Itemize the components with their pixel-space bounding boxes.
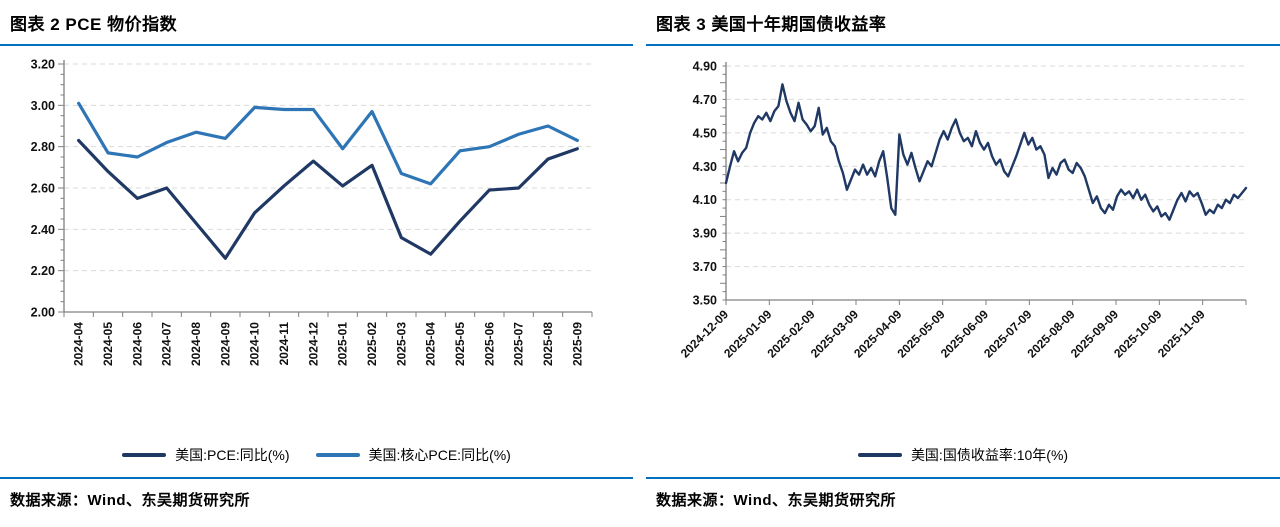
pce-line-chart: 3.20 3.00 2.80 2.60 2.40 2.20 2.00 2024-04 2024-… [31, 58, 593, 366]
x-axis-label: 2025-01 [336, 322, 350, 366]
legend-line-swatch [315, 453, 360, 457]
y-axis-label: 2.40 [31, 223, 55, 237]
legend-label: 美国:PCE:同比(%) [175, 447, 290, 463]
pce-source-text: 数据来源：Wind、东吴期货研究所 [10, 492, 251, 509]
pce-chart-panel: 图表 2 PCE 物价指数 3.20 3.00 2.80 2.60 2.40 2.20 2.… [0, 0, 633, 527]
legend-label: 美国:国债收益率:10年(%) [910, 447, 1069, 463]
treasury-chart-legend: 美国:国债收益率:10年(%) [646, 445, 1280, 465]
y-axis-label: 4.10 [693, 193, 717, 207]
x-axis-label: 2024-06 [130, 322, 144, 366]
x-axis-label: 2024-08 [189, 322, 203, 366]
y-axis-label: 3.20 [31, 58, 55, 72]
y-axis-label: 3.50 [693, 294, 717, 308]
treasury-line-chart: 4.904.704.504.304.103.903.703.502024-12-… [678, 60, 1248, 361]
legend-item: 美国:核心PCE:同比(%) [315, 445, 511, 465]
y-axis-label: 3.00 [31, 99, 55, 113]
pce-chart-title: 图表 2 PCE 物价指数 [10, 15, 178, 34]
x-axis-label: 2025-04 [424, 322, 438, 366]
x-axis-label: 2024-04 [72, 322, 86, 366]
legend-line-swatch [122, 453, 167, 457]
treasury-chart-title: 图表 3 美国十年期国债收益率 [656, 15, 887, 34]
treasury-source-text: 数据来源：Wind、东吴期货研究所 [656, 492, 897, 509]
pce-chart-legend: 美国:PCE:同比(%) 美国:核心PCE:同比(%) [0, 445, 633, 465]
y-axis-label: 2.20 [31, 264, 55, 278]
y-axis-label: 2.80 [31, 140, 55, 154]
treasury-source-note: 数据来源：Wind、东吴期货研究所 [646, 477, 1280, 527]
y-axis-label: 2.60 [31, 182, 55, 196]
x-axis-label: 2025-06 [482, 322, 496, 366]
y-axis-label: 3.70 [693, 260, 717, 274]
x-axis-label: 2024-11 [277, 322, 291, 366]
x-axis-label: 2025-05 [453, 322, 467, 366]
x-axis-label: 2025-09 [570, 322, 584, 366]
y-axis-label: 4.70 [693, 93, 717, 107]
x-axis-label: 2024-09 [218, 322, 232, 366]
y-axis-label: 3.90 [693, 227, 717, 241]
legend-label: 美国:核心PCE:同比(%) [368, 447, 511, 463]
pce-title-underline [0, 44, 633, 46]
x-axis-label: 2025-08 [541, 322, 555, 366]
y-axis-label: 2.00 [31, 306, 55, 320]
x-axis-label: 2024-10 [248, 322, 262, 366]
x-axis-label: 2025-11-09 [1155, 307, 1208, 360]
data-line [724, 83, 1248, 221]
x-axis-label: 2025-03 [394, 322, 408, 366]
x-axis-label: 2024-12 [306, 322, 320, 366]
treasury-title-underline [646, 44, 1280, 46]
y-axis-label: 4.90 [693, 60, 717, 74]
x-axis-label: 2024-05 [101, 322, 115, 366]
pce-source-note: 数据来源：Wind、东吴期货研究所 [0, 477, 633, 527]
legend-item: 美国:PCE:同比(%) [122, 445, 290, 465]
y-axis-label: 4.50 [693, 126, 717, 140]
data-line [77, 138, 579, 260]
y-axis-label: 4.30 [693, 160, 717, 174]
data-line [77, 101, 579, 186]
legend-item: 美国:国债收益率:10年(%) [857, 445, 1069, 465]
x-axis-label: 2025-07 [512, 322, 526, 366]
legend-line-swatch [857, 453, 902, 457]
treasury-chart-panel: 图表 3 美国十年期国债收益率 4.90 4.70 4.50 4.30 4.10 3.90… [646, 0, 1280, 527]
x-axis-label: 2024-07 [160, 322, 174, 366]
x-axis-label: 2025-02 [365, 322, 379, 366]
